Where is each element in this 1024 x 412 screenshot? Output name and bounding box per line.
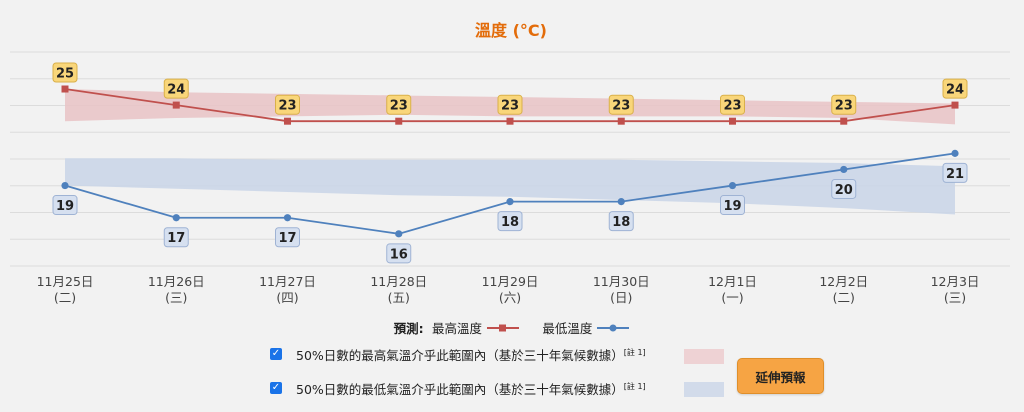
max-range-swatch [684, 349, 724, 364]
max-temp-label: 25 [56, 67, 74, 82]
max-temp-label-box [386, 94, 412, 115]
min-temp-label: 17 [167, 231, 185, 246]
min-temp-label-box [942, 162, 968, 183]
max-temp-label-box [497, 94, 523, 115]
x-tick-weekday: (二) [54, 290, 76, 305]
x-tick-date: 11月26日 [148, 274, 205, 289]
min-range-note[interactable]: [註 1] [623, 381, 646, 391]
max-temp-label: 23 [612, 99, 630, 114]
x-tick-date: 11月27日 [259, 274, 316, 289]
max-temp-point [506, 117, 514, 125]
min-temp-label: 19 [56, 199, 74, 214]
extended-forecast-button[interactable]: 延伸預報 [737, 358, 824, 394]
legend-prefix: 預測: [393, 321, 424, 336]
max-temp-label: 23 [390, 99, 408, 114]
x-tick-weekday: (日) [610, 290, 632, 305]
min-temp-point [617, 198, 625, 206]
max-temp-label: 23 [835, 99, 853, 114]
legend-min-line-icon [597, 324, 630, 331]
max-temp-label-box [831, 94, 857, 115]
max-temp-point [617, 117, 625, 125]
max-temp-label-box [275, 94, 300, 115]
x-tick-weekday: (二) [833, 290, 855, 305]
legend-item-min[interactable]: 最低溫度 [542, 318, 630, 337]
legend-item-max[interactable]: 最高溫度 [432, 318, 520, 337]
min-range-swatch [684, 382, 724, 397]
max-range-checkbox[interactable]: ✓ [270, 348, 282, 360]
max-temp-point [395, 117, 403, 125]
legend-max-line-icon [487, 324, 519, 331]
x-axis-labels: 11月25日(二)11月26日(三)11月27日(四)11月28日(五)11月2… [37, 274, 980, 305]
max-temp-point [284, 117, 291, 125]
legend-max-label: 最高溫度 [431, 321, 482, 336]
x-tick-weekday: (三) [944, 290, 966, 305]
min-temp-label: 20 [835, 183, 853, 198]
max-temp-point [951, 101, 959, 109]
max-temp-point [172, 101, 180, 109]
min-temp-point [951, 149, 959, 157]
chart-legend: 預測: 最高溫度 最低溫度 [0, 318, 1024, 337]
band-min_band [65, 158, 955, 215]
max-range-text: 50%日數的最高氣溫介乎此範圍內（基於三十年氣候數據）[註 1] [296, 347, 646, 363]
min-temp-point [61, 181, 69, 190]
data-labels: 25 24 23 23 23 23 23 23 24 19 17 17 16 18 18 19 20 21 [52, 62, 968, 264]
x-tick-date: 12月2日 [819, 274, 868, 289]
max-temp-label: 23 [723, 99, 741, 114]
min-temp-label-box [275, 227, 300, 248]
min-temp-label: 16 [390, 247, 408, 262]
chart-title: 溫度 (°C) [475, 21, 547, 40]
min-temp-point [506, 198, 514, 206]
x-tick-weekday: (四) [276, 290, 298, 305]
max-temp-label-box [942, 78, 968, 99]
temperature-chart: 溫度 (°C) 25 24 23 23 23 23 23 23 24 19 17 17 16 18 18 19… [10, 21, 1010, 305]
series-points [61, 85, 959, 238]
min-temp-label-box [163, 227, 189, 248]
max-temp-point [840, 117, 848, 125]
max-temp-label: 23 [501, 99, 519, 114]
min-temp-point [840, 165, 848, 174]
min-range-row[interactable]: ✓ 50%日數的最低氣溫介乎此範圍內（基於三十年氣候數據）[註 1] [270, 377, 646, 399]
min-temp-label: 19 [723, 199, 741, 214]
min-temp-label-box [52, 195, 78, 216]
max-range-note[interactable]: [註 1] [623, 347, 646, 357]
min-range-checkbox[interactable]: ✓ [270, 382, 282, 394]
max-range-row[interactable]: ✓ 50%日數的最高氣溫介乎此範圍內（基於三十年氣候數據）[註 1] [270, 343, 646, 365]
max-temp-label: 23 [278, 99, 296, 114]
max-temp-label-box [608, 94, 634, 115]
min-temp-point [283, 214, 292, 222]
max-temp-point [729, 117, 736, 125]
min-temp-label-box [608, 211, 634, 232]
x-tick-weekday: (五) [388, 290, 410, 305]
min-temp-label-box [831, 178, 857, 199]
x-tick-date: 11月30日 [593, 274, 650, 289]
x-tick-date: 11月25日 [37, 274, 94, 289]
min-temp-point [395, 230, 403, 238]
min-temp-label: 17 [278, 231, 296, 246]
min-temp-label-box [386, 243, 412, 264]
x-tick-date: 11月29日 [482, 274, 539, 289]
max-temp-label-box [720, 94, 745, 115]
min-temp-point [172, 214, 180, 222]
x-tick-weekday: (三) [165, 290, 187, 305]
x-tick-weekday: (一) [721, 290, 743, 305]
legend-min-label: 最低溫度 [542, 321, 593, 336]
max-temp-label: 24 [167, 83, 185, 98]
min-temp-label-box [720, 195, 745, 216]
x-tick-date: 12月3日 [931, 274, 980, 289]
x-tick-weekday: (六) [499, 290, 521, 305]
min-temp-label: 18 [501, 215, 519, 230]
min-temp-label: 21 [946, 167, 964, 182]
x-tick-date: 12月1日 [708, 274, 757, 289]
max-temp-point [61, 85, 69, 93]
min-temp-point [728, 181, 737, 190]
max-temp-label: 24 [946, 83, 964, 98]
min-range-text: 50%日數的最低氣溫介乎此範圍內（基於三十年氣候數據）[註 1] [296, 381, 646, 397]
max-temp-label-box [52, 62, 78, 83]
max-temp-label-box [163, 78, 189, 99]
min-temp-label-box [497, 211, 523, 232]
min-temp-label: 18 [612, 215, 630, 230]
x-tick-date: 11月28日 [370, 274, 427, 289]
